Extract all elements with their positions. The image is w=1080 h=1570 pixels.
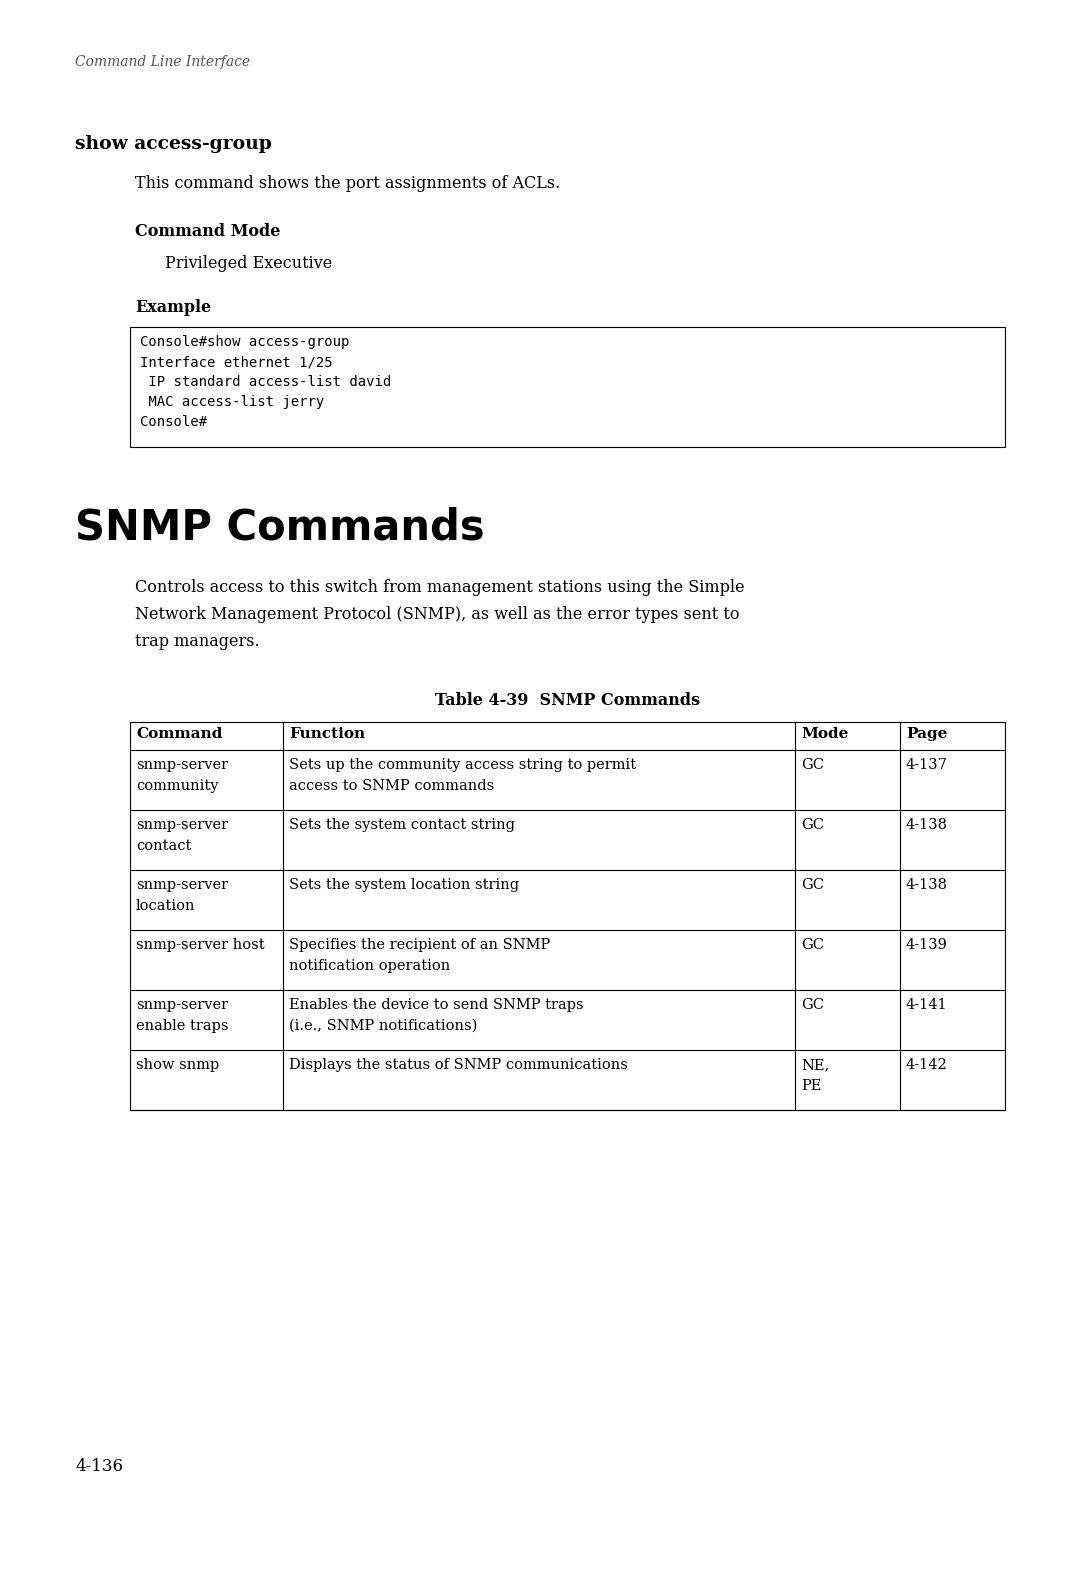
Text: notification operation: notification operation xyxy=(289,959,450,973)
Text: Function: Function xyxy=(289,727,365,741)
Text: NE,: NE, xyxy=(801,1058,829,1072)
Text: Enables the device to send SNMP traps: Enables the device to send SNMP traps xyxy=(289,999,584,1013)
Text: Example: Example xyxy=(135,298,211,316)
Text: snmp-server: snmp-server xyxy=(136,878,228,892)
Text: GC: GC xyxy=(801,999,824,1013)
Text: Command: Command xyxy=(136,727,222,741)
Text: snmp-server: snmp-server xyxy=(136,758,228,772)
Text: 4-136: 4-136 xyxy=(75,1459,123,1474)
Text: IP standard access-list david: IP standard access-list david xyxy=(140,375,391,389)
Text: GC: GC xyxy=(801,878,824,892)
Text: Console#: Console# xyxy=(140,414,207,429)
Text: Command Line Interface: Command Line Interface xyxy=(75,55,251,69)
Text: Displays the status of SNMP communications: Displays the status of SNMP communicatio… xyxy=(289,1058,627,1072)
Text: 4-142: 4-142 xyxy=(906,1058,948,1072)
Text: GC: GC xyxy=(801,818,824,832)
Text: SNMP Commands: SNMP Commands xyxy=(75,507,485,550)
Text: trap managers.: trap managers. xyxy=(135,633,259,650)
Text: 4-137: 4-137 xyxy=(906,758,948,772)
Text: This command shows the port assignments of ACLs.: This command shows the port assignments … xyxy=(135,174,561,192)
Text: 4-141: 4-141 xyxy=(906,999,947,1013)
Text: snmp-server: snmp-server xyxy=(136,818,228,832)
Text: Sets up the community access string to permit: Sets up the community access string to p… xyxy=(289,758,636,772)
Text: Table 4-39  SNMP Commands: Table 4-39 SNMP Commands xyxy=(435,692,700,710)
Text: community: community xyxy=(136,779,218,793)
Text: Controls access to this switch from management stations using the Simple: Controls access to this switch from mana… xyxy=(135,579,744,597)
Text: Network Management Protocol (SNMP), as well as the error types sent to: Network Management Protocol (SNMP), as w… xyxy=(135,606,740,623)
Text: Console#show access-group: Console#show access-group xyxy=(140,334,349,349)
Text: access to SNMP commands: access to SNMP commands xyxy=(289,779,495,793)
Text: GC: GC xyxy=(801,937,824,951)
Bar xyxy=(130,327,1005,447)
Text: MAC access-list jerry: MAC access-list jerry xyxy=(140,396,324,410)
Text: 4-138: 4-138 xyxy=(906,878,948,892)
Text: snmp-server: snmp-server xyxy=(136,999,228,1013)
Text: Specifies the recipient of an SNMP: Specifies the recipient of an SNMP xyxy=(289,937,551,951)
Text: Mode: Mode xyxy=(801,727,849,741)
Text: (i.e., SNMP notifications): (i.e., SNMP notifications) xyxy=(289,1019,477,1033)
Text: GC: GC xyxy=(801,758,824,772)
Text: show access-group: show access-group xyxy=(75,135,272,152)
Text: snmp-server host: snmp-server host xyxy=(136,937,265,951)
Text: Command Mode: Command Mode xyxy=(135,223,281,240)
Text: Privileged Executive: Privileged Executive xyxy=(165,254,333,272)
Text: Page: Page xyxy=(906,727,947,741)
Text: contact: contact xyxy=(136,838,191,853)
Text: enable traps: enable traps xyxy=(136,1019,229,1033)
Bar xyxy=(130,722,1005,1110)
Text: Interface ethernet 1/25: Interface ethernet 1/25 xyxy=(140,355,333,369)
Text: 4-138: 4-138 xyxy=(906,818,948,832)
Text: Sets the system location string: Sets the system location string xyxy=(289,878,519,892)
Text: location: location xyxy=(136,900,195,914)
Text: show snmp: show snmp xyxy=(136,1058,219,1072)
Text: Sets the system contact string: Sets the system contact string xyxy=(289,818,515,832)
Text: 4-139: 4-139 xyxy=(906,937,948,951)
Text: PE: PE xyxy=(801,1079,822,1093)
